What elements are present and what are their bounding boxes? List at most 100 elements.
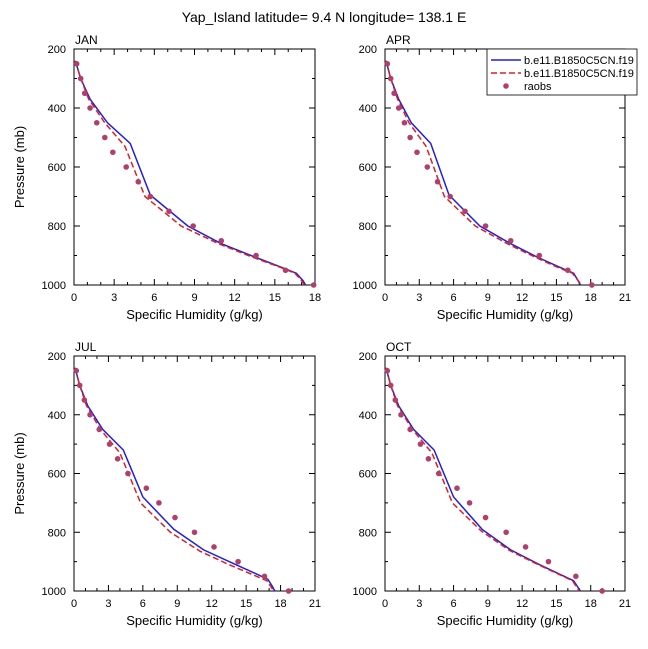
raobs-point	[398, 411, 404, 418]
legend-entry: raobs	[503, 81, 552, 93]
raobs-point	[417, 441, 424, 447]
x-tick-label: 6	[151, 292, 157, 304]
legend-entry: b.e11.B1850C5CN.f19	[491, 68, 634, 80]
series-line-solid	[385, 367, 582, 592]
legend-label: b.e11.B1850C5CN.f19	[524, 55, 634, 67]
y-tick-label: 200	[359, 44, 377, 56]
series-line-solid	[74, 60, 307, 286]
x-tick-label: 6	[140, 598, 146, 610]
raobs-point	[218, 237, 225, 244]
raobs-point	[522, 544, 529, 550]
x-tick-label: 0	[382, 292, 388, 304]
raobs-point	[545, 558, 552, 565]
x-axis-label: Specific Humidity (g/kg)	[126, 613, 263, 628]
raobs-point	[156, 500, 162, 506]
chart-panel-apr: APR 0 3 6 9 12 15 18 21 200 400 600 800 1000 Specific …	[353, 33, 632, 322]
raobs-point	[73, 367, 80, 374]
raobs-point	[424, 164, 431, 170]
plot-frame	[73, 48, 316, 286]
raobs-point	[125, 470, 131, 477]
raobs-point	[101, 134, 108, 141]
y-tick-label: 200	[48, 351, 66, 363]
legend-label: b.e11.B1850C5CN.f19	[524, 68, 634, 80]
panel-label: OCT	[386, 340, 412, 354]
series-line-solid	[74, 367, 276, 592]
series-line-dashed	[74, 367, 275, 592]
x-tick-label: 21	[619, 598, 631, 610]
raobs-point	[166, 208, 172, 215]
x-tick-label: 0	[382, 598, 388, 610]
x-tick-label: 15	[550, 598, 562, 610]
raobs-point	[447, 193, 453, 200]
y-tick-label: 800	[48, 527, 66, 539]
x-tick-label: 21	[309, 598, 321, 610]
y-tick-label: 800	[359, 527, 377, 539]
y-tick-label: 400	[359, 103, 377, 115]
raobs-point	[391, 90, 397, 97]
x-tick-label: 3	[105, 598, 111, 610]
x-tick-label: 3	[416, 598, 422, 610]
y-tick-label: 600	[48, 469, 66, 481]
series-raobs-markers	[73, 60, 317, 288]
raobs-point	[536, 252, 543, 259]
x-tick-label: 15	[550, 292, 562, 304]
raobs-point	[407, 426, 413, 433]
y-tick-label: 600	[48, 162, 66, 174]
chart-panel-jan: JAN 0 3 6 9 12 15 18 200 400 600 800 1000 Specific Hu…	[12, 33, 321, 322]
raobs-point	[253, 252, 259, 259]
raobs-point	[454, 485, 460, 491]
raobs-point	[87, 411, 93, 418]
raobs-point	[106, 441, 113, 447]
legend: b.e11.B1850C5CN.f19b.e11.B1850C5CN.f19ra…	[486, 48, 638, 96]
raobs-point	[81, 397, 88, 403]
y-tick-label: 1000	[353, 280, 377, 292]
raobs-point	[392, 397, 399, 403]
x-tick-label: 18	[585, 598, 597, 610]
raobs-point	[211, 544, 217, 550]
legend-entry: b.e11.B1850C5CN.f19	[491, 55, 634, 67]
raobs-point	[434, 178, 441, 185]
x-tick-label: 6	[451, 292, 457, 304]
y-axis-label: Pressure (mb)	[12, 432, 27, 514]
x-tick-label: 12	[229, 292, 241, 304]
x-axis-label: Specific Humidity (g/kg)	[437, 613, 574, 628]
raobs-point	[599, 588, 605, 594]
raobs-point	[135, 178, 142, 185]
raobs-point	[261, 573, 268, 580]
raobs-point	[565, 267, 571, 274]
panel-label: JAN	[75, 33, 98, 47]
raobs-point	[114, 456, 121, 462]
raobs-point	[235, 558, 241, 565]
y-tick-label: 200	[359, 351, 377, 363]
x-tick-label: 12	[516, 292, 528, 304]
raobs-point	[76, 382, 83, 389]
raobs-point	[87, 105, 93, 111]
raobs-point	[387, 382, 394, 389]
raobs-point	[96, 426, 103, 433]
plot-frame	[384, 355, 626, 592]
series-raobs-markers	[73, 367, 292, 594]
raobs-point	[414, 149, 420, 156]
chart-panel-jul: JUL 0 3 6 9 12 15 18 21 200 400 600 800 1000 Specific …	[12, 340, 321, 628]
y-tick-label: 1000	[353, 586, 377, 598]
raobs-point	[462, 208, 468, 215]
raobs-point	[190, 223, 196, 229]
raobs-point	[123, 164, 130, 170]
y-tick-label: 1000	[42, 280, 66, 292]
raobs-point	[93, 119, 100, 126]
series-raobs-markers	[384, 60, 595, 288]
raobs-point	[285, 588, 292, 594]
raobs-point	[110, 149, 116, 156]
y-tick-label: 400	[48, 410, 66, 422]
series-line-solid	[385, 60, 582, 286]
raobs-point	[435, 470, 442, 477]
raobs-point	[81, 90, 88, 97]
series-line-dashed	[74, 60, 305, 286]
x-tick-label: 21	[619, 292, 631, 304]
y-tick-label: 1000	[42, 586, 66, 598]
raobs-point	[482, 223, 489, 229]
x-tick-label: 18	[309, 292, 321, 304]
y-axis-label: Pressure (mb)	[12, 126, 27, 208]
y-tick-label: 800	[359, 221, 377, 233]
x-tick-label: 6	[451, 598, 457, 610]
